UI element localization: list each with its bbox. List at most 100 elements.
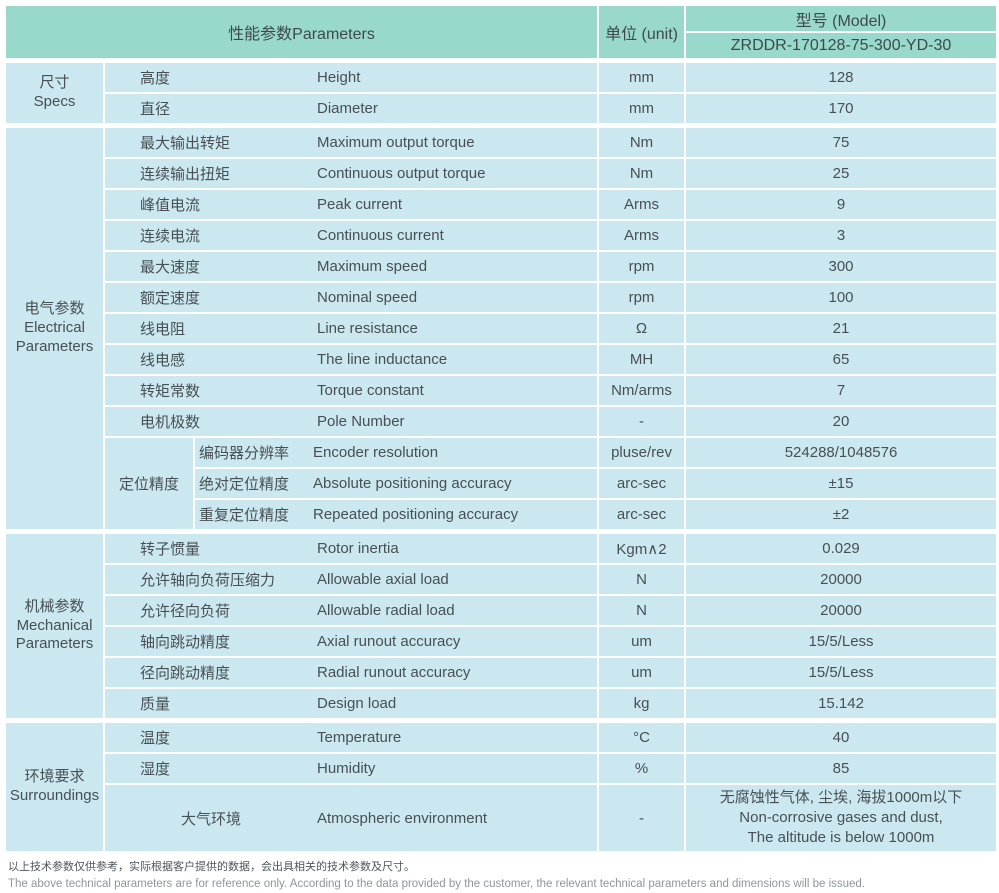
unit-cell: arc-sec <box>597 498 687 533</box>
param-name-cn: 编码器分辨率 <box>199 445 290 462</box>
value-cell: 9 <box>684 188 999 221</box>
group-label-en: Specs <box>33 93 76 110</box>
param-name-cn: 径向跳动精度 <box>140 665 231 682</box>
table-row: 环境要求 Surroundings 温度 Temperature °C 40 <box>4 718 999 853</box>
footnote-cn: 以上技术参数仅供参考，实际根据客户提供的数据，会出具相关的技术参数及尺寸。 <box>8 861 415 873</box>
param-name-cn: 直径 <box>140 101 171 118</box>
group-label-en: Electrical Parameters <box>15 319 94 355</box>
group-label-en: Surroundings <box>9 787 100 804</box>
unit-cell: rpm <box>597 281 687 314</box>
value-cell: 15/5/Less <box>684 656 999 689</box>
unit-cell: Kgm∧2 <box>597 529 687 565</box>
param-name-en: Torque constant <box>317 382 424 399</box>
param-name-en: Maximum output torque <box>317 134 475 151</box>
param-name-cn: 最大输出转矩 <box>140 135 231 152</box>
param-name-en: Line resistance <box>317 320 418 337</box>
unit-cell: N <box>597 563 687 596</box>
param-name-en: Radial runout accuracy <box>317 664 471 681</box>
param-name-cell: 线电感 The line inductance <box>102 343 600 376</box>
table-row: 绝对定位精度 Absolute positioning accuracy arc-… <box>5 467 999 500</box>
unit-cell: Arms <box>597 219 687 252</box>
unit-cell: Nm <box>597 157 687 190</box>
table-row: 轴向跳动精度 Axial runout accuracy um 15/5/Less <box>5 625 999 658</box>
param-name-cn: 峰值电流 <box>140 197 201 214</box>
group-cell-specs: 尺寸 Specs <box>4 58 105 127</box>
param-name-cell: 连续电流 Continuous current <box>102 219 600 252</box>
header-unit: 单位 (unit) <box>597 4 687 62</box>
param-name-en: Rotor inertia <box>317 540 399 557</box>
value-cell: 7 <box>684 374 999 407</box>
param-name-cn: 绝对定位精度 <box>199 476 290 493</box>
unit-cell: kg <box>597 687 687 722</box>
param-name-cell: 高度 Height <box>102 58 600 94</box>
param-name-en: Temperature <box>317 729 402 746</box>
subgroup-cell-positioning-accuracy: 定位精度 <box>103 436 195 533</box>
param-name-cell: 转子惯量 Rotor inertia <box>102 529 600 565</box>
param-name-en: Height <box>317 69 361 86</box>
param-name-cell: 大气环境 Atmospheric environment <box>102 783 600 853</box>
param-name-en: Repeated positioning accuracy <box>313 506 519 523</box>
table-row: 连续输出扭矩 Continuous output torque Nm 25 <box>5 157 999 190</box>
table-row: 大气环境 Atmospheric environment - 无腐蚀性气体, 尘埃… <box>5 783 999 853</box>
value-cell: ±15 <box>684 467 999 500</box>
value-cell: 524288/1048576 <box>684 436 999 469</box>
param-name-cell: 峰值电流 Peak current <box>102 188 600 221</box>
unit-cell: Arms <box>597 188 687 221</box>
spec-table: 性能参数Parameters 单位 (unit) 型号 (Model) ZRDD… <box>3 4 999 853</box>
param-name-en: Axial runout accuracy <box>317 633 461 650</box>
param-name-cell: 电机极数 Pole Number <box>102 405 600 438</box>
header-model-value: ZRDDR-170128-75-300-YD-30 <box>684 31 999 62</box>
param-name-cell: 绝对定位精度 Absolute positioning accuracy <box>192 467 600 500</box>
param-name-en: Allowable radial load <box>317 602 455 619</box>
value-cell: 21 <box>684 312 999 345</box>
table-row: 湿度 Humidity % 85 <box>5 752 999 785</box>
unit-cell: Nm <box>597 123 687 159</box>
param-name-en: Pole Number <box>317 413 405 430</box>
param-name-cell: 允许径向负荷 Allowable radial load <box>102 594 600 627</box>
param-name-cn: 高度 <box>140 70 171 87</box>
unit-cell: °C <box>597 718 687 754</box>
param-name-cell: 直径 Diameter <box>102 92 600 127</box>
param-name-cn: 大气环境 <box>180 810 241 828</box>
table-row: 峰值电流 Peak current Arms 9 <box>5 188 999 221</box>
value-cell: 无腐蚀性气体, 尘埃, 海拔1000m以下 Non-corrosive gase… <box>684 783 999 853</box>
value-cell: 100 <box>684 281 999 314</box>
unit-cell: Nm/arms <box>597 374 687 407</box>
table-row: 质量 Design load kg 15.142 <box>5 687 999 722</box>
param-name-en: Atmospheric environment <box>317 809 488 827</box>
param-name-cn: 额定速度 <box>140 290 201 307</box>
param-name-cn: 电机极数 <box>140 414 201 431</box>
param-name-cn: 湿度 <box>140 761 171 778</box>
table-row: 直径 Diameter mm 170 <box>5 92 999 127</box>
param-name-cn: 质量 <box>140 696 171 713</box>
value-cell: 15/5/Less <box>684 625 999 658</box>
table-header-row-2: ZRDDR-170128-75-300-YD-30 <box>5 31 999 62</box>
unit-cell: - <box>597 783 687 853</box>
unit-cell: N <box>597 594 687 627</box>
param-name-en: Maximum speed <box>317 258 428 275</box>
group-cell-electrical: 电气参数 Electrical Parameters <box>4 123 105 533</box>
unit-cell: - <box>597 405 687 438</box>
param-name-en: Continuous output torque <box>317 165 486 182</box>
table-row: 定位精度 编码器分辨率 Encoder resolution pluse/rev … <box>5 436 999 533</box>
table-row: 连续电流 Continuous current Arms 3 <box>5 219 999 252</box>
unit-cell: % <box>597 752 687 785</box>
param-name-cell: 转矩常数 Torque constant <box>102 374 600 407</box>
unit-cell: MH <box>597 343 687 376</box>
table-row: 尺寸 Specs 高度 Height mm 128 <box>4 58 999 127</box>
group-label-cn: 尺寸 <box>39 74 70 92</box>
value-cell: 20000 <box>684 563 999 596</box>
param-name-cell: 最大速度 Maximum speed <box>102 250 600 283</box>
param-name-cell: 连续输出扭矩 Continuous output torque <box>102 157 600 190</box>
unit-cell: mm <box>597 92 687 127</box>
param-name-en: Design load <box>317 695 397 712</box>
group-label-cn: 电气参数 <box>24 300 85 318</box>
value-cell: 20000 <box>684 594 999 627</box>
param-name-cell: 轴向跳动精度 Axial runout accuracy <box>102 625 600 658</box>
table-row: 线电阻 Line resistance Ω 21 <box>5 312 999 345</box>
unit-cell: arc-sec <box>597 467 687 500</box>
param-name-en: Humidity <box>317 760 376 777</box>
table-row: 线电感 The line inductance MH 65 <box>5 343 999 376</box>
table-row: 电机极数 Pole Number - 20 <box>5 405 999 438</box>
